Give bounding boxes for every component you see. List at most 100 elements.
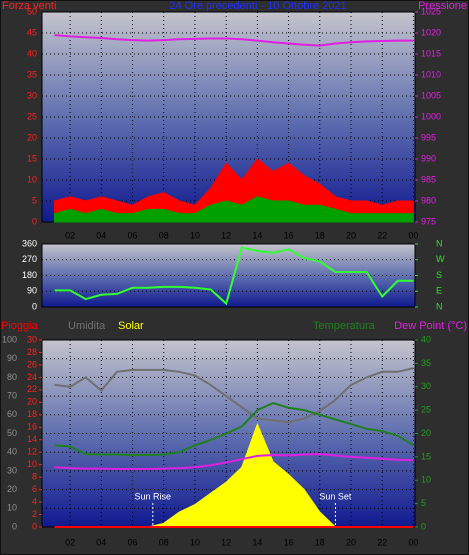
annotation: Sun Rise xyxy=(135,491,172,501)
x-tick-label: 20 xyxy=(346,230,356,240)
y-tick-label: 10 xyxy=(27,174,37,184)
y2-axis-label: Pressione xyxy=(418,0,467,12)
y-tick-label: 100 xyxy=(2,334,17,344)
line xyxy=(54,453,414,470)
x-tick-label: 02 xyxy=(65,230,75,240)
y-tick-label: 10 xyxy=(7,503,17,513)
x-tick-label: 00 xyxy=(408,230,418,240)
line xyxy=(54,246,414,306)
x-tick-label: 16 xyxy=(284,537,294,547)
y2-tick-label: E xyxy=(436,286,442,296)
y-tick-label: 50 xyxy=(27,6,37,16)
y2-tick-label: N xyxy=(436,238,443,248)
x-tick-label: 06 xyxy=(128,537,138,547)
y2-tick-label: 995 xyxy=(421,132,436,142)
y-tick-label: 60 xyxy=(7,409,17,419)
y3-tick-label: 12 xyxy=(27,447,37,457)
y2-tick-label: 30 xyxy=(421,381,431,391)
series-label: Umidita xyxy=(68,320,106,332)
y-tick-label: 35 xyxy=(27,69,37,79)
y3-tick-label: 24 xyxy=(27,372,37,382)
x-tick-label: 06 xyxy=(128,230,138,240)
x-tick-label: 20 xyxy=(346,537,356,547)
y-tick-label: 0 xyxy=(32,216,37,226)
x-tick-label: 12 xyxy=(221,230,231,240)
x-tick-label: 14 xyxy=(252,537,262,547)
y2-tick-label: S xyxy=(436,270,442,280)
series-label: Temperatura xyxy=(313,320,376,332)
y-tick-label: 90 xyxy=(7,353,17,363)
y-tick-label: 30 xyxy=(7,465,17,475)
y3-tick-label: 8 xyxy=(32,472,37,482)
y2-tick-label: 1000 xyxy=(421,111,441,121)
x-tick-label: 04 xyxy=(96,537,106,547)
line xyxy=(54,367,414,424)
y-tick-label: 270 xyxy=(22,254,37,264)
y2-tick-label: N xyxy=(436,301,443,311)
line xyxy=(54,34,414,47)
y3-tick-label: 30 xyxy=(27,334,37,344)
y2-tick-label: 985 xyxy=(421,174,436,184)
y3-tick-label: 28 xyxy=(27,347,37,357)
annotation: Sun Set xyxy=(319,491,352,501)
x-tick-label: 22 xyxy=(377,230,387,240)
series-label: Solar xyxy=(118,320,144,332)
y2-tick-label: 980 xyxy=(421,195,436,205)
y-tick-label: 45 xyxy=(27,27,37,37)
y3-tick-label: 2 xyxy=(32,509,37,519)
y2-tick-label: 20 xyxy=(421,428,431,438)
y2-tick-label: 990 xyxy=(421,153,436,163)
x-tick-label: 18 xyxy=(315,230,325,240)
y3-tick-label: 20 xyxy=(27,397,37,407)
x-tick-label: 08 xyxy=(159,537,169,547)
y2-tick-label: W xyxy=(436,254,445,264)
y-tick-label: 20 xyxy=(27,132,37,142)
y-tick-label: 5 xyxy=(32,195,37,205)
area xyxy=(54,196,414,223)
y-tick-label: 30 xyxy=(27,90,37,100)
y-tick-label: 90 xyxy=(27,286,37,296)
series-label: Pioggia xyxy=(1,320,39,332)
y-tick-label: 40 xyxy=(27,48,37,58)
y-tick-label: 15 xyxy=(27,153,37,163)
line xyxy=(54,402,414,456)
y2-tick-label: 25 xyxy=(421,405,431,415)
x-tick-label: 10 xyxy=(190,230,200,240)
y3-tick-label: 16 xyxy=(27,422,37,432)
y-tick-label: 80 xyxy=(7,372,17,382)
chart-title: 24 Ore precedenti - 10 Ottobre 2021 xyxy=(169,0,346,12)
x-tick-label: 02 xyxy=(65,537,75,547)
y-tick-label: 70 xyxy=(7,390,17,400)
x-tick-label: 08 xyxy=(159,230,169,240)
y-tick-label: 25 xyxy=(27,111,37,121)
x-tick-label: 12 xyxy=(221,537,231,547)
y-axis-label: Forza venti xyxy=(2,0,56,12)
y2-tick-label: 10 xyxy=(421,475,431,485)
y2-tick-label: 1005 xyxy=(421,90,441,100)
x-tick-label: 10 xyxy=(190,537,200,547)
y2-tick-label: 35 xyxy=(421,358,431,368)
x-tick-label: 14 xyxy=(252,230,262,240)
x-tick-label: 22 xyxy=(377,537,387,547)
series-label: Dew Point (°C) xyxy=(394,320,467,332)
y-tick-label: 50 xyxy=(7,428,17,438)
y3-tick-label: 6 xyxy=(32,484,37,494)
y3-tick-label: 26 xyxy=(27,359,37,369)
y3-tick-label: 22 xyxy=(27,384,37,394)
y2-tick-label: 15 xyxy=(421,451,431,461)
y-tick-label: 40 xyxy=(7,447,17,457)
y2-tick-label: 0 xyxy=(421,521,426,531)
y-tick-label: 20 xyxy=(7,484,17,494)
y3-tick-label: 10 xyxy=(27,459,37,469)
y2-tick-label: 1020 xyxy=(421,27,441,37)
x-tick-label: 16 xyxy=(284,230,294,240)
y3-tick-label: 0 xyxy=(32,521,37,531)
y2-tick-label: 1025 xyxy=(421,6,441,16)
y2-tick-label: 5 xyxy=(421,498,426,508)
y2-tick-label: 40 xyxy=(421,334,431,344)
x-tick-label: 00 xyxy=(408,537,418,547)
x-tick-label: 18 xyxy=(315,537,325,547)
y2-tick-label: 1015 xyxy=(421,48,441,58)
x-tick-label: 04 xyxy=(96,230,106,240)
